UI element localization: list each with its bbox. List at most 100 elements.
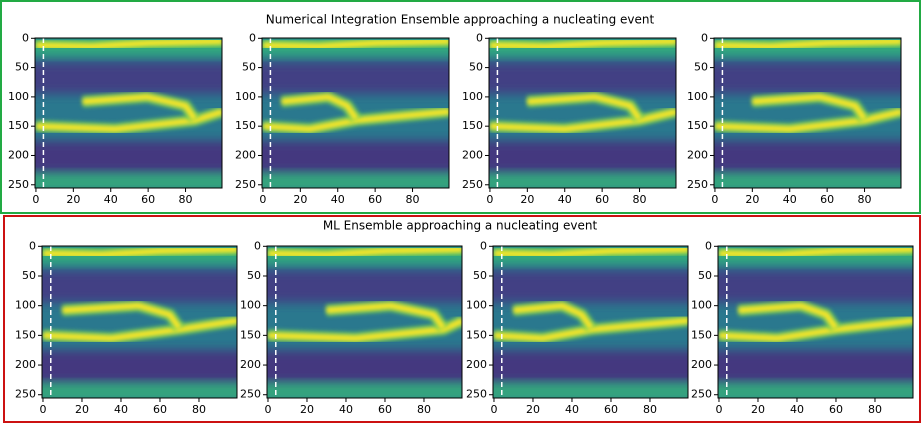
heatmap-band [281, 93, 359, 121]
x-tick-label: 60 [604, 403, 618, 416]
y-tick-label: 100 [15, 299, 36, 312]
heatmap-region [42, 350, 237, 383]
y-tick-label: 150 [240, 328, 261, 341]
y-tick-label: 100 [235, 90, 256, 103]
y-tick-label: 0 [701, 31, 708, 44]
x-tick-label: 0 [259, 193, 266, 206]
axes-frame [261, 37, 450, 189]
x-tick-label: 20 [526, 403, 540, 416]
axes-frame [488, 37, 677, 189]
x-tick-label: 40 [104, 193, 118, 206]
x-tick-label: 60 [820, 193, 834, 206]
heatmap-band [262, 108, 449, 133]
heatmap-region [35, 140, 222, 174]
heatmap-band [493, 246, 688, 258]
heatmap-region [35, 61, 222, 94]
heatmap-band [752, 93, 867, 121]
x-tick-label: 80 [192, 403, 206, 416]
y-tick-label: 0 [249, 31, 256, 44]
heatmap-band [262, 38, 449, 50]
y-tick-label: 200 [466, 358, 487, 371]
x-tick-label: 60 [368, 193, 382, 206]
figure-title: ML Ensemble approaching a nucleating eve… [323, 219, 598, 233]
x-tick-label: 0 [39, 403, 46, 416]
heatmap-region [493, 350, 688, 383]
x-tick-label: 60 [829, 403, 843, 416]
x-tick-label: 0 [486, 193, 493, 206]
y-tick-label: 250 [462, 178, 483, 191]
y-tick-label: 50 [698, 269, 712, 282]
axes-frame [41, 245, 238, 399]
y-tick-label: 150 [15, 328, 36, 341]
x-tick-label: 40 [790, 403, 804, 416]
heatmap-region [493, 382, 688, 398]
x-tick-label: 20 [520, 193, 534, 206]
x-tick-label: 20 [293, 193, 307, 206]
heatmap-band [489, 38, 676, 50]
x-tick-label: 40 [339, 403, 353, 416]
x-tick-label: 20 [75, 403, 89, 416]
y-tick-label: 250 [687, 178, 708, 191]
heatmap-image [35, 38, 222, 188]
x-tick-label: 40 [558, 193, 572, 206]
heatmap-region [489, 173, 676, 188]
heatmap-band [82, 93, 198, 121]
bottom-frame [3, 215, 921, 423]
y-tick-label: 50 [694, 61, 708, 74]
heatmap-region [718, 350, 913, 383]
heatmap-region [714, 61, 901, 94]
heatmap-region [714, 140, 901, 174]
heatmap-band [42, 246, 237, 258]
axes-frame [266, 245, 463, 399]
y-tick-label: 100 [462, 90, 483, 103]
x-tick-label: 0 [490, 403, 497, 416]
heatmap-region [42, 270, 237, 303]
panel: 0 20 40 60 80 0 50 100 150 200 250 [240, 239, 463, 416]
heatmap-region [262, 173, 449, 188]
x-tick-label: 0 [32, 193, 39, 206]
y-tick-label: 50 [242, 61, 256, 74]
heatmap-region [718, 382, 913, 398]
y-tick-label: 50 [15, 61, 29, 74]
x-tick-label: 80 [633, 193, 647, 206]
axes-frame [713, 37, 902, 189]
y-tick-label: 200 [691, 358, 712, 371]
y-tick-label: 0 [29, 239, 36, 252]
y-tick-label: 150 [235, 119, 256, 132]
x-tick-label: 20 [66, 193, 80, 206]
heatmap-region [493, 270, 688, 303]
figure-title: Numerical Integration Ensemble approachi… [266, 13, 655, 27]
y-tick-label: 0 [480, 239, 487, 252]
y-tick-label: 200 [462, 148, 483, 161]
y-tick-label: 50 [469, 61, 483, 74]
y-tick-label: 100 [8, 90, 29, 103]
y-tick-label: 50 [247, 269, 261, 282]
y-tick-label: 0 [476, 31, 483, 44]
y-tick-label: 150 [462, 119, 483, 132]
heatmap-band [42, 317, 237, 342]
y-tick-label: 200 [235, 148, 256, 161]
x-tick-label: 80 [406, 193, 420, 206]
x-tick-label: 0 [711, 193, 718, 206]
panel: 0 20 40 60 80 0 50 100 150 200 250 [691, 239, 914, 416]
y-tick-label: 250 [466, 388, 487, 401]
heatmap-band [513, 302, 594, 330]
heatmap-region [262, 61, 449, 94]
heatmap-region [267, 382, 462, 398]
axes-frame [492, 245, 689, 399]
heatmap-image [262, 38, 449, 188]
y-tick-label: 0 [254, 239, 261, 252]
heatmap-band [714, 108, 901, 133]
heatmap-region [267, 350, 462, 383]
heatmap-band [35, 38, 222, 50]
heatmap-region [262, 140, 449, 174]
heatmap-band [267, 317, 462, 342]
x-tick-label: 80 [417, 403, 431, 416]
panel: 0 20 40 60 80 0 50 100 150 200 250 [235, 31, 450, 206]
heatmap-region [42, 382, 237, 398]
heatmap-image [489, 38, 676, 188]
x-tick-label: 80 [643, 403, 657, 416]
x-tick-label: 20 [745, 193, 759, 206]
x-tick-label: 40 [783, 193, 797, 206]
y-tick-label: 50 [22, 269, 36, 282]
